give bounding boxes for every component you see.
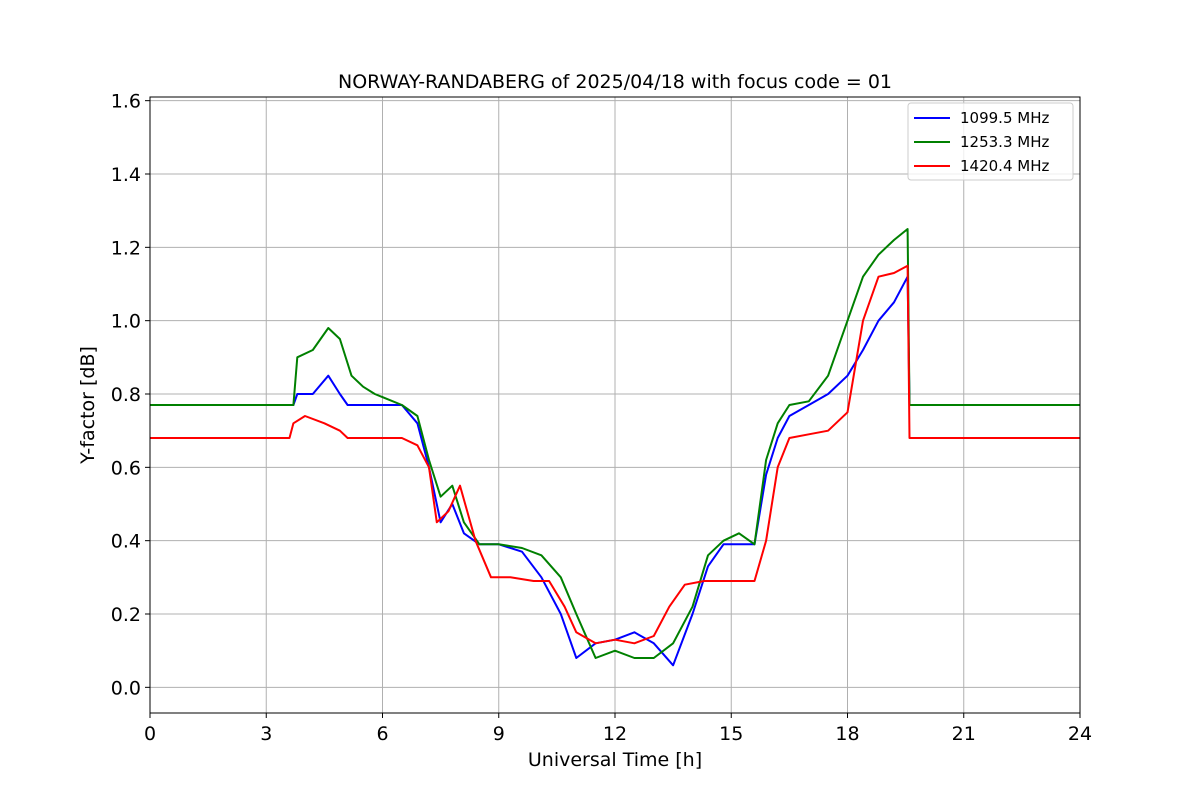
x-tick-label: 0	[144, 723, 156, 745]
y-tick-label: 1.2	[111, 237, 141, 259]
x-tick-label: 24	[1068, 723, 1092, 745]
x-tick-label: 15	[719, 723, 743, 745]
series-line-1	[150, 275, 1080, 667]
y-tick-label: 0.4	[111, 531, 141, 553]
legend-entries: 1099.5 MHz 1253.3 MHz 1420.4 MHz	[914, 109, 1049, 175]
y-tick-label: 0.8	[111, 384, 141, 406]
series-line-2	[150, 228, 1080, 659]
x-axis-ticks: 0 3 6 9 12 15 18 21 24	[144, 713, 1092, 745]
x-tick-label: 9	[493, 723, 505, 745]
y-tick-label: 0.6	[111, 457, 141, 479]
y-tick-label: 1.0	[111, 311, 141, 333]
series-line-3	[150, 264, 1080, 645]
legend-box	[907, 102, 1074, 181]
legend-label: 1420.4 MHz	[960, 157, 1049, 175]
y-tick-label: 0.2	[111, 604, 141, 626]
x-tick-label: 21	[952, 723, 976, 745]
y-tick-label: 1.6	[111, 91, 141, 113]
x-axis-label: Universal Time [h]	[528, 749, 702, 771]
chart-title: NORWAY-RANDABERG of 2025/04/18 with focu…	[338, 71, 892, 93]
legend-label: 1099.5 MHz	[960, 109, 1049, 127]
x-tick-label: 6	[376, 723, 388, 745]
series-lines	[150, 228, 1080, 667]
y-tick-label: 0.0	[111, 677, 141, 699]
y-axis-ticks: 0.0 0.2 0.4 0.6 0.8 1.0 1.2 1.4 1.6	[111, 91, 150, 699]
x-tick-label: 12	[603, 723, 627, 745]
y-axis-label: Y-factor [dB]	[77, 346, 99, 465]
x-tick-label: 3	[260, 723, 272, 745]
legend-label: 1253.3 MHz	[960, 133, 1049, 151]
legend: 1099.5 MHz 1253.3 MHz 1420.4 MHz	[907, 102, 1074, 181]
x-tick-label: 18	[835, 723, 859, 745]
y-tick-label: 1.4	[111, 164, 141, 186]
